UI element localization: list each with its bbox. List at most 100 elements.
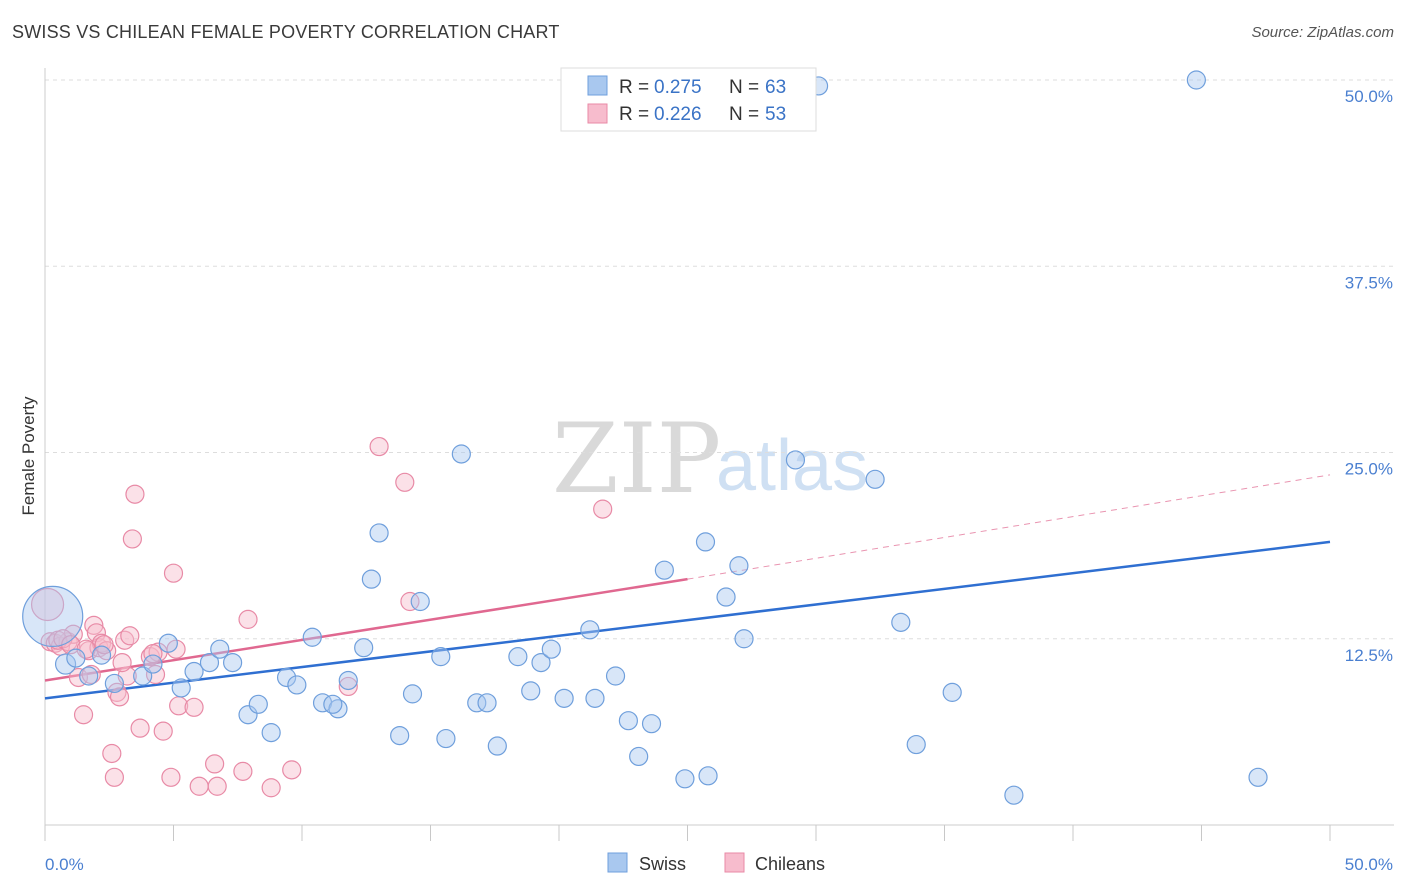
legend-bottom-swatch-chileans bbox=[724, 852, 745, 873]
swiss-point bbox=[675, 769, 695, 789]
swiss-point bbox=[390, 725, 410, 746]
chileans-point bbox=[261, 778, 281, 798]
swiss-point bbox=[698, 766, 718, 786]
x-tick-label-max: 50.0% bbox=[1345, 855, 1393, 874]
chileans-trend-extension bbox=[687, 474, 1331, 580]
swiss-point bbox=[402, 684, 423, 704]
chileans-point bbox=[369, 436, 389, 457]
y-axis-tick-labels: 12.5% 25.0% 37.5% 50.0% bbox=[1345, 87, 1393, 665]
swiss-point bbox=[585, 688, 605, 708]
legend-swiss-n-value: 63 bbox=[765, 77, 786, 98]
swiss-point bbox=[785, 450, 806, 470]
y-tick-label: 25.0% bbox=[1345, 460, 1393, 479]
swiss-point bbox=[104, 673, 124, 694]
chileans-point bbox=[400, 591, 420, 612]
swiss-point bbox=[1186, 70, 1206, 90]
swiss-point bbox=[554, 688, 574, 708]
swiss-point bbox=[521, 681, 541, 701]
legend-chileans-n-label: N = bbox=[729, 104, 759, 125]
chileans-point bbox=[86, 623, 107, 643]
swiss-point bbox=[451, 444, 471, 464]
chileans-point bbox=[120, 626, 140, 646]
swiss-point bbox=[276, 667, 297, 688]
chileans-point bbox=[125, 484, 145, 504]
legend-swatch-chileans bbox=[587, 103, 608, 124]
swiss-point bbox=[302, 627, 322, 647]
swiss-point bbox=[654, 560, 674, 580]
swiss-point bbox=[22, 585, 84, 648]
chileans-point bbox=[84, 615, 104, 635]
chart-source: Source: ZipAtlas.com bbox=[1251, 24, 1394, 41]
swiss-point bbox=[695, 532, 716, 552]
swiss-point bbox=[184, 661, 204, 682]
y-tick-label: 50.0% bbox=[1345, 87, 1393, 106]
legend-chileans-n-value: 53 bbox=[765, 104, 786, 125]
chileans-point bbox=[593, 499, 613, 519]
swiss-point bbox=[410, 591, 430, 612]
y-tick-label: 12.5% bbox=[1345, 646, 1393, 665]
chileans-point bbox=[122, 529, 142, 549]
chileans-point bbox=[282, 760, 302, 780]
trend-lines bbox=[44, 474, 1331, 700]
swiss-point bbox=[891, 612, 911, 632]
swiss-point bbox=[906, 734, 926, 755]
chileans-point bbox=[153, 721, 173, 741]
swiss-point bbox=[354, 638, 374, 658]
swiss-point bbox=[716, 587, 736, 607]
watermark-zip: ZIP bbox=[552, 403, 721, 515]
swiss-point bbox=[158, 633, 178, 653]
swiss-point bbox=[531, 652, 551, 673]
chileans-points bbox=[30, 436, 613, 798]
x-axis-ticks bbox=[44, 825, 1331, 841]
swiss-point bbox=[210, 639, 230, 659]
legend-swiss-n-label: N = bbox=[729, 77, 759, 98]
swiss-point bbox=[477, 693, 497, 713]
swiss-point bbox=[369, 523, 389, 543]
chileans-point bbox=[233, 761, 253, 781]
chileans-trend-line bbox=[44, 577, 688, 682]
chileans-point bbox=[338, 676, 358, 697]
chileans-point bbox=[395, 472, 415, 492]
swiss-point bbox=[729, 556, 749, 576]
swiss-point bbox=[436, 728, 456, 749]
chileans-point bbox=[73, 705, 94, 725]
swiss-point bbox=[323, 694, 343, 714]
swiss-point bbox=[361, 569, 381, 589]
swiss-point bbox=[287, 675, 307, 695]
swiss-point bbox=[467, 693, 487, 713]
chileans-point bbox=[166, 639, 186, 659]
chileans-point bbox=[207, 776, 227, 796]
swiss-point bbox=[261, 723, 281, 743]
chart-title: SWISS VS CHILEAN FEMALE POVERTY CORRELAT… bbox=[12, 22, 560, 42]
swiss-point bbox=[580, 620, 600, 640]
swiss-point bbox=[54, 653, 77, 675]
legend-bottom-label-swiss: Swiss bbox=[639, 854, 686, 874]
chileans-point bbox=[102, 743, 122, 764]
swiss-trend-line bbox=[44, 540, 1331, 700]
chileans-point bbox=[104, 767, 124, 787]
swiss-point bbox=[66, 648, 86, 668]
legend-chileans-r-value: 0.226 bbox=[654, 104, 702, 125]
swiss-point bbox=[865, 469, 885, 489]
swiss-point bbox=[605, 666, 626, 686]
swiss-point bbox=[942, 682, 962, 702]
chileans-point bbox=[30, 587, 65, 622]
legend-swiss-r-value: 0.275 bbox=[654, 77, 702, 98]
swiss-point bbox=[248, 694, 268, 714]
swiss-point bbox=[541, 639, 561, 659]
chileans-point bbox=[130, 718, 150, 738]
swiss-point bbox=[143, 654, 163, 674]
gridlines bbox=[45, 79, 1394, 640]
chileans-point bbox=[112, 652, 132, 673]
legend-swiss-r-label: R = bbox=[619, 77, 649, 98]
swiss-point bbox=[223, 652, 243, 673]
chileans-point bbox=[189, 776, 209, 796]
legend-bottom-label-chileans: Chileans bbox=[755, 854, 825, 874]
legend-swatch-swiss bbox=[587, 75, 608, 96]
legend-top: R = 0.275 N = 63 R = 0.226 N = 53 bbox=[560, 67, 817, 132]
watermark-atlas: atlas bbox=[716, 426, 868, 506]
x-tick-label-min: 0.0% bbox=[45, 855, 84, 874]
legend-bottom: Swiss Chileans bbox=[607, 852, 825, 874]
swiss-point bbox=[199, 652, 220, 673]
legend-bottom-swatch-swiss bbox=[607, 852, 628, 873]
